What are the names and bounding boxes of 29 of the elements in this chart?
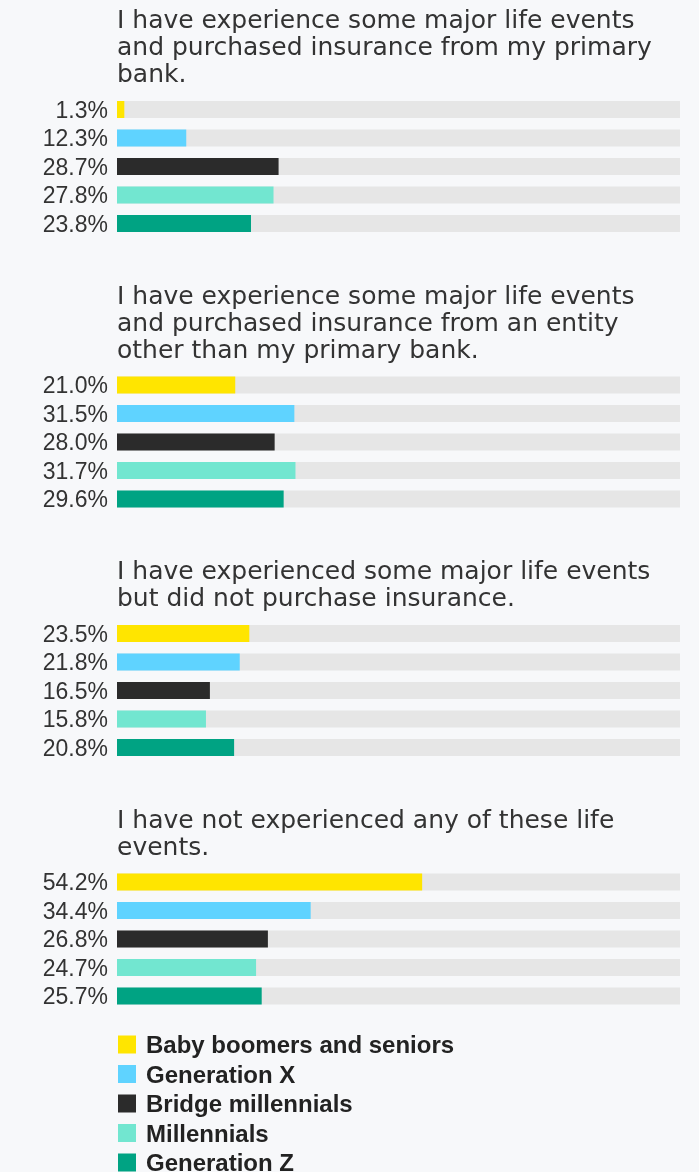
legend-label: Generation Z: [146, 1149, 295, 1172]
data-label: 26.8%: [42, 926, 108, 953]
data-label: 16.5%: [42, 677, 108, 704]
data-label: 25.7%: [42, 983, 108, 1010]
chart-title: I have experience some major life events and purchased insurance from my primary bank.: [117, 5, 652, 88]
data-label: 28.7%: [42, 153, 108, 180]
data-label: 54.2%: [42, 869, 108, 896]
chart-title: I have not experienced any of these life events.: [117, 804, 615, 861]
data-label: 15.8%: [42, 706, 108, 733]
data-label: 28.0%: [42, 429, 108, 456]
legend-label: Millennials: [146, 1119, 269, 1147]
data-label: 31.5%: [42, 400, 108, 427]
data-label: 21.8%: [42, 649, 108, 676]
chart-title: I have experienced some major life events but did not purchase insurance.: [117, 556, 651, 612]
data-label: 31.7%: [42, 457, 108, 484]
data-label: 20.8%: [42, 734, 108, 761]
chart-title: I have experience some major life events and purchased insurance from an entity other than my primary bank.: [117, 280, 635, 364]
data-label: 1.3%: [55, 96, 108, 123]
data-label: 24.7%: [42, 954, 108, 981]
data-label: 12.3%: [42, 125, 108, 152]
data-label: 23.5%: [42, 620, 108, 647]
legend-label: Bridge millennials: [146, 1090, 353, 1118]
data-label: 29.6%: [42, 486, 108, 513]
data-label: 34.4%: [42, 897, 108, 924]
data-label: 23.8%: [42, 210, 108, 237]
legend-label: Generation X: [146, 1060, 296, 1088]
data-label: 21.0%: [42, 372, 108, 399]
data-label: 27.8%: [42, 182, 108, 209]
legend-label: Baby boomers and seniors: [146, 1031, 455, 1059]
